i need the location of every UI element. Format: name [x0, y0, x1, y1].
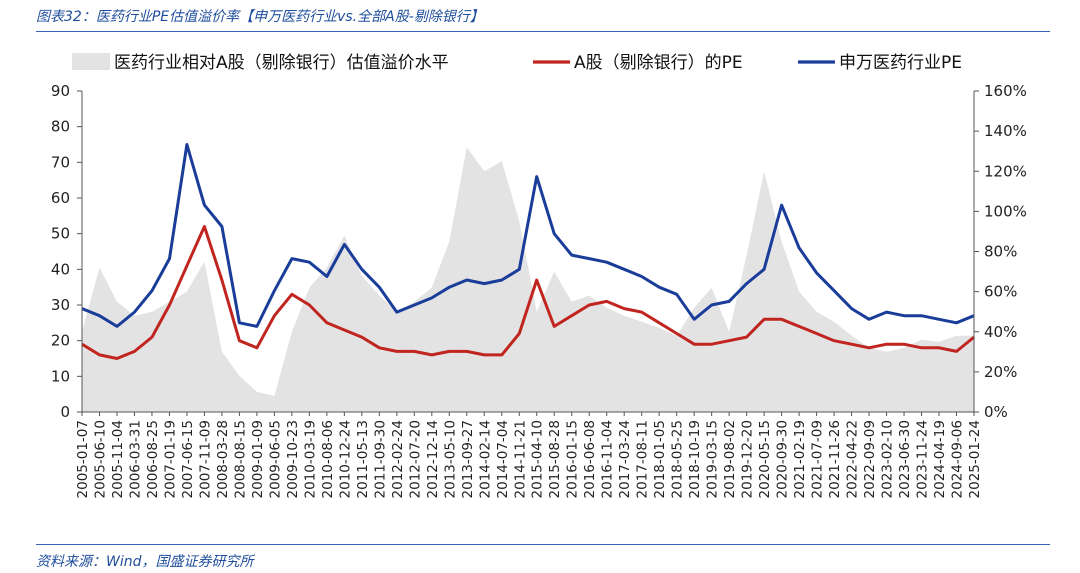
- x-tick-label: 2009-10-23: [285, 420, 301, 498]
- axes: 0 10 20 30 40 50 60 70 80 90 0% 20% 40% 60% 80% 100% 120…: [51, 82, 1027, 498]
- x-tick-label: 2018-01-05: [652, 420, 668, 498]
- x-tick-label: 2013-05-10: [442, 420, 458, 498]
- x-tick-label: 2023-02-10: [880, 420, 896, 498]
- series-a-share-line: [81, 225, 975, 360]
- bottom-rule: [36, 544, 1050, 545]
- y-right-tick-label: 160%: [984, 82, 1027, 100]
- y-left-tick-label: 0: [60, 403, 70, 421]
- x-tick-label: 2023-06-30: [897, 420, 913, 498]
- x-tick-label: 2018-05-25: [670, 420, 686, 498]
- x-tick-label: 2005-06-10: [92, 420, 108, 498]
- chart: 医药行业相对A股（剔除银行）估值溢价水平 A股（剔除银行）的PE 申万医药行业P…: [51, 53, 1027, 498]
- y-left-tick-label: 80: [51, 118, 70, 136]
- y-left-tick-label: 70: [51, 153, 70, 171]
- x-tick-label: 2010-12-24: [337, 420, 353, 498]
- y-left-tick-label: 50: [51, 225, 70, 243]
- x-tick-label: 2021-07-09: [810, 420, 826, 498]
- x-tick-label: 2021-11-26: [827, 420, 843, 498]
- x-tick-label: 2018-10-19: [687, 420, 703, 498]
- series-premium-area: [82, 147, 974, 412]
- x-tick-label: 2015-08-28: [547, 420, 563, 498]
- legend: 医药行业相对A股（剔除银行）估值溢价水平 A股（剔除银行）的PE 申万医药行业P…: [72, 53, 962, 73]
- x-tick-label: 2006-08-25: [145, 420, 161, 498]
- x-tick-label: 2009-06-05: [267, 420, 283, 498]
- x-tick-label: 2019-03-15: [705, 420, 721, 498]
- x-tick-label: 2017-08-11: [635, 420, 651, 498]
- y-right-tick-label: 20%: [984, 363, 1017, 381]
- x-tick-label: 2009-01-09: [250, 420, 266, 498]
- x-tick-label: 2024-04-19: [932, 420, 948, 498]
- series-pharma-line: [81, 143, 975, 328]
- x-tick-label: 2019-08-02: [722, 420, 738, 498]
- x-tick-label: 2012-12-14: [425, 420, 441, 498]
- y-left-tick-label: 30: [51, 296, 70, 314]
- x-tick-label: 2020-09-30: [775, 420, 791, 498]
- x-tick-label: 2006-03-31: [127, 420, 143, 498]
- x-tick-label: 2007-06-15: [180, 420, 196, 498]
- y-right-tick-label: 40%: [984, 323, 1017, 341]
- y-right-tick-label: 100%: [984, 202, 1027, 220]
- x-tick-label: 2015-04-10: [530, 420, 546, 498]
- x-tick-label: 2022-04-22: [845, 420, 861, 498]
- y-left-tick-label: 60: [51, 189, 70, 207]
- x-tick-label: 2021-02-19: [792, 420, 808, 498]
- legend-label-premium: 医药行业相对A股（剔除银行）估值溢价水平: [114, 53, 449, 73]
- x-tick-label: 2023-11-24: [915, 420, 931, 498]
- x-tick-label: 2005-01-07: [75, 420, 91, 498]
- y-right-tick-label: 60%: [984, 283, 1017, 301]
- x-tick-label: 2016-11-04: [600, 420, 616, 498]
- x-tick-label: 2016-01-15: [565, 420, 581, 498]
- x-tick-label: 2017-03-24: [617, 420, 633, 498]
- x-tick-label: 2012-02-24: [390, 420, 406, 498]
- x-tick-label: 2010-08-06: [320, 420, 336, 498]
- legend-label-pharma: 申万医药行业PE: [839, 53, 962, 73]
- x-tick-label: 2012-07-20: [407, 420, 423, 498]
- top-rule: [36, 31, 1050, 32]
- x-tick-label: 2024-09-06: [950, 420, 966, 498]
- x-tick-label: 2005-11-04: [110, 420, 126, 498]
- x-tick-label: 2022-09-09: [862, 420, 878, 498]
- x-tick-label: 2025-01-24: [967, 420, 983, 498]
- figure-title: 图表32：医药行业PE估值溢价率【申万医药行业vs.全部A股-剔除银行】: [36, 9, 484, 25]
- x-tick-label: 2007-11-09: [197, 420, 213, 498]
- y-left-tick-label: 20: [51, 332, 70, 350]
- x-tick-label: 2014-07-04: [495, 420, 511, 498]
- x-tick-label: 2010-03-19: [302, 420, 318, 498]
- legend-swatch-premium: [72, 53, 110, 70]
- plot-area: [81, 143, 975, 412]
- y-left-tick-label: 40: [51, 260, 70, 278]
- x-tick-label: 2016-06-08: [582, 420, 598, 498]
- x-tick-label: 2007-01-19: [162, 420, 178, 498]
- x-tick-label: 2019-12-20: [740, 420, 756, 498]
- x-tick-label: 2008-03-28: [215, 420, 231, 498]
- x-tick-label: 2011-05-13: [355, 420, 371, 498]
- source-note: 资料来源：Wind，国盛证券研究所: [36, 554, 254, 570]
- y-right-tick-label: 120%: [984, 162, 1027, 180]
- x-tick-label: 2011-09-30: [372, 420, 388, 498]
- x-tick-label: 2014-11-21: [512, 420, 528, 498]
- x-tick-label: 2008-08-15: [232, 420, 248, 498]
- y-right-tick-label: 0%: [984, 403, 1008, 421]
- x-tick-label: 2020-05-15: [757, 420, 773, 498]
- x-tick-label: 2014-02-14: [477, 420, 493, 498]
- y-left-tick-label: 90: [51, 82, 70, 100]
- y-right-tick-label: 80%: [984, 243, 1017, 261]
- legend-label-a-share: A股（剔除银行）的PE: [574, 53, 743, 73]
- x-tick-label: 2013-09-27: [460, 420, 476, 498]
- y-left-tick-label: 10: [51, 367, 70, 385]
- y-right-tick-label: 140%: [984, 122, 1027, 140]
